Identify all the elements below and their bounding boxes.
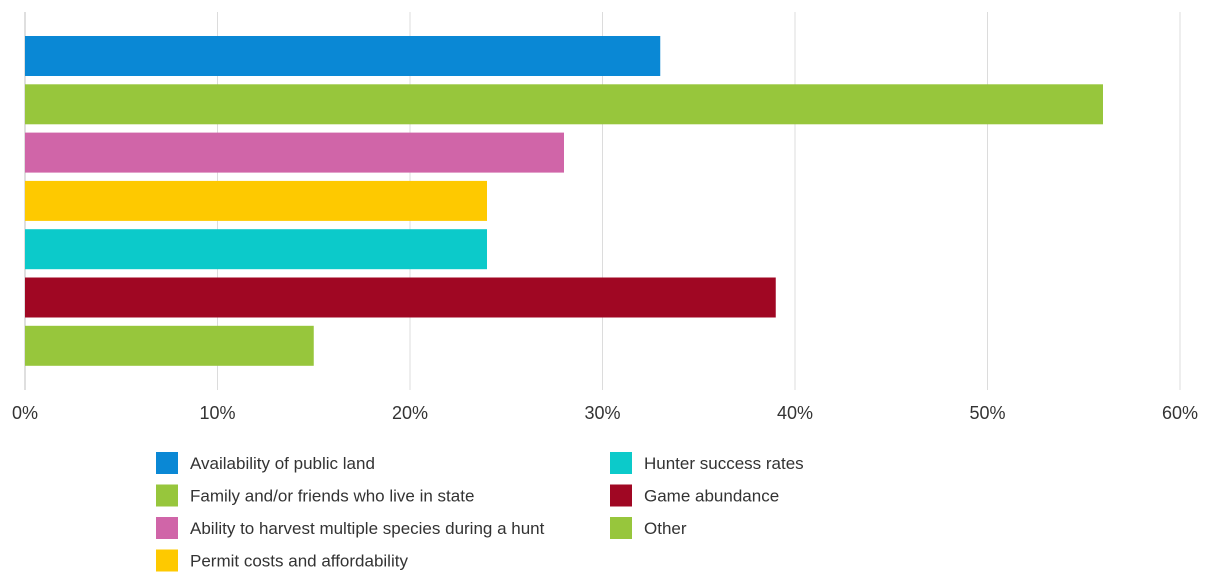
legend-swatch (156, 452, 178, 474)
bar (25, 132, 564, 173)
x-tick-label: 50% (969, 403, 1005, 423)
x-tick-label: 0% (12, 403, 38, 423)
bar (25, 180, 487, 221)
legend-swatch (156, 517, 178, 539)
legend-label: Availability of public land (190, 454, 375, 473)
legend-label: Other (644, 519, 687, 538)
legend-swatch (610, 517, 632, 539)
legend-label: Game abundance (644, 487, 779, 506)
legend-swatch (610, 452, 632, 474)
bar (25, 229, 487, 270)
bar (25, 325, 314, 366)
bar (25, 36, 661, 76)
legend-swatch (610, 484, 632, 507)
bar (25, 84, 1103, 125)
x-tick-label: 10% (199, 403, 235, 423)
x-axis: 0% 10% 20% 30% 40% 50% 60% (12, 403, 1198, 423)
x-tick-label: 30% (584, 403, 620, 423)
legend-label: Permit costs and affordability (190, 552, 408, 571)
x-tick-label: 20% (392, 403, 428, 423)
legend-label: Hunter success rates (644, 454, 804, 473)
legend-label: Ability to harvest multiple species duri… (190, 519, 545, 538)
legend: Availability of public land Family and/or… (156, 452, 804, 572)
legend-label: Family and/or friends who live in state (190, 487, 474, 506)
legend-swatch (156, 549, 178, 572)
x-tick-label: 40% (777, 403, 813, 423)
bar (25, 277, 776, 318)
bars (25, 36, 1103, 366)
legend-swatch (156, 484, 178, 507)
x-tick-label: 60% (1162, 403, 1198, 423)
